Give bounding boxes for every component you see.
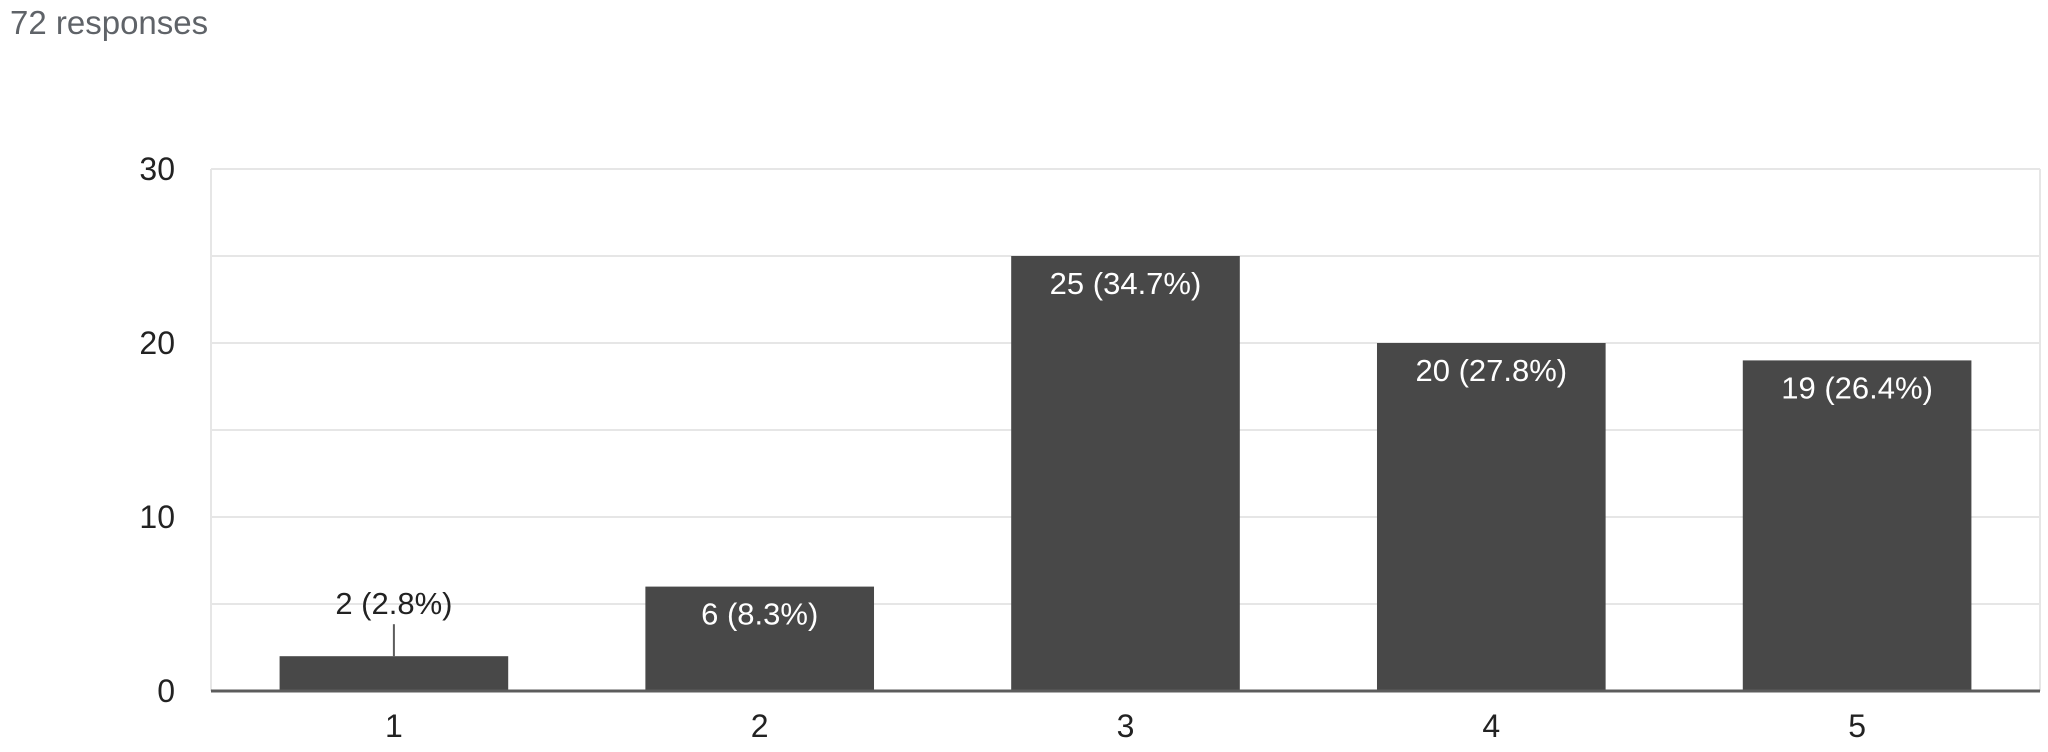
data-label: 20 (27.8%) — [1415, 353, 1567, 388]
bar-5 — [1742, 360, 1972, 691]
y-tick-label: 20 — [139, 325, 175, 361]
bar-2 — [645, 586, 875, 691]
x-tick-label: 3 — [1117, 708, 1135, 744]
data-label: 6 (8.3%) — [701, 597, 818, 632]
responses-count: 72 responses — [10, 4, 209, 41]
bar-4 — [1376, 343, 1606, 691]
data-label: 2 (2.8%) — [335, 586, 452, 621]
x-tick-label: 2 — [751, 708, 769, 744]
bar-layer — [279, 256, 1972, 691]
axis-layer: 0 10 20 30 1 2 3 4 5 — [139, 151, 2040, 744]
data-label: 19 (26.4%) — [1781, 370, 1933, 405]
x-tick-label: 1 — [385, 708, 403, 744]
label-layer: 2 (2.8%) 6 (8.3%) 25 (34.7%) 20 (27.8%) 19 (… — [335, 266, 1933, 657]
y-tick-label: 10 — [139, 499, 175, 535]
data-label: 25 (34.7%) — [1050, 266, 1202, 301]
bar-1 — [279, 656, 509, 691]
y-tick-label: 30 — [139, 151, 175, 187]
y-tick-label: 0 — [157, 673, 175, 709]
x-tick-label: 4 — [1482, 708, 1500, 744]
x-tick-label: 5 — [1848, 708, 1866, 744]
bar-3 — [1011, 256, 1240, 691]
